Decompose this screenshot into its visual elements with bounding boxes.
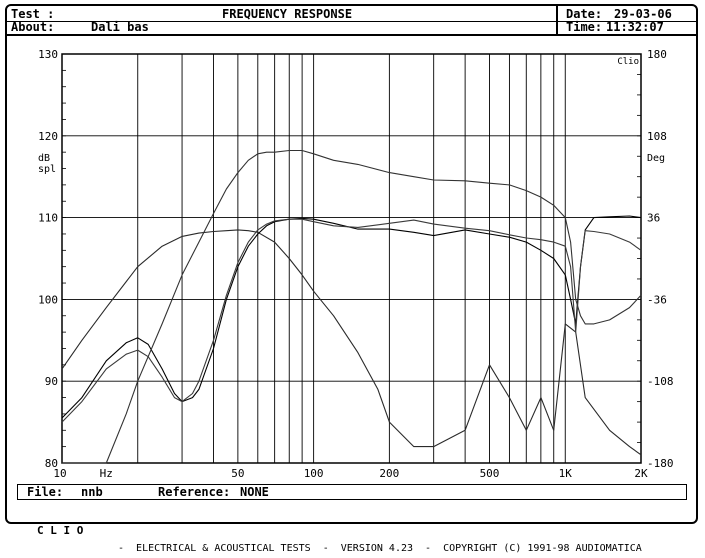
response-curve-4 xyxy=(62,149,642,464)
y-axis-label: dB xyxy=(38,153,50,164)
x-tick-label: Hz xyxy=(100,467,113,480)
header-divider-mid xyxy=(5,21,698,22)
chart-labels: 80 90 100 110 120 130 -180 -108 -36 36 108 180 10 Hz 5… xyxy=(38,48,674,480)
header: Test : FREQUENCY RESPONSE Date: 29-03-06… xyxy=(5,5,698,35)
status-text: - ELECTRICAL & ACOUSTICAL TESTS - VERSIO… xyxy=(118,543,642,554)
about-value: Dali bas xyxy=(91,20,149,34)
x-tick-label: 1K xyxy=(559,467,573,480)
y2-tick-label: -180 xyxy=(647,457,674,470)
x-tick-label: 2K xyxy=(634,467,648,480)
reference-label: Reference: xyxy=(158,485,231,499)
frequency-response-chart: 80 90 100 110 120 130 -180 -108 -36 36 108 180 10 Hz 5… xyxy=(38,48,674,480)
brand-label: C L I O xyxy=(37,524,84,537)
time-value: 11:32:07 xyxy=(606,20,664,34)
y2-tick-label: 36 xyxy=(647,212,660,225)
x-tick-label: 10 xyxy=(53,467,66,480)
response-curve-1 xyxy=(61,229,642,456)
response-curve-3 xyxy=(61,218,642,423)
y2-tick-label: -36 xyxy=(647,293,667,306)
status-bar: C L I O - ELECTRICAL & ACOUSTICAL TESTS … xyxy=(5,504,698,554)
response-curve-2 xyxy=(61,215,642,419)
chart-curves xyxy=(61,149,642,464)
file-label: File: xyxy=(27,485,64,499)
y2-tick-label: 108 xyxy=(647,130,667,143)
test-label: Test : xyxy=(11,7,55,21)
x-tick-label: 500 xyxy=(480,467,500,480)
x-tick-label: 50 xyxy=(231,467,244,480)
file-info-bar: File: nnb Reference: NONE xyxy=(17,484,687,500)
y2-axis-label: Deg xyxy=(647,153,665,164)
window-frame xyxy=(5,4,698,524)
header-divider-bottom xyxy=(5,34,698,36)
y-tick-label: 100 xyxy=(38,293,58,306)
y2-tick-label: 180 xyxy=(647,48,667,61)
about-label: About: xyxy=(11,20,55,34)
y-tick-label: 90 xyxy=(45,375,58,388)
file-value: nnb xyxy=(81,485,103,499)
x-tick-label: 200 xyxy=(379,467,399,480)
y-tick-label: 80 xyxy=(45,457,58,470)
time-label: Time: xyxy=(566,20,603,34)
y-axis-label: spl xyxy=(38,164,56,175)
x-tick-label: 100 xyxy=(304,467,324,480)
y2-tick-label: -108 xyxy=(647,375,674,388)
y-tick-label: 110 xyxy=(38,212,58,225)
chart-title: FREQUENCY RESPONSE xyxy=(222,7,353,21)
header-divider-vertical xyxy=(556,5,558,35)
y-tick-label: 120 xyxy=(38,130,58,143)
reference-value: NONE xyxy=(240,485,269,499)
corner-label: Clio xyxy=(617,57,639,67)
date-value: 29-03-06 xyxy=(614,7,672,21)
y-tick-label: 130 xyxy=(38,48,58,61)
date-label: Date: xyxy=(566,7,603,21)
